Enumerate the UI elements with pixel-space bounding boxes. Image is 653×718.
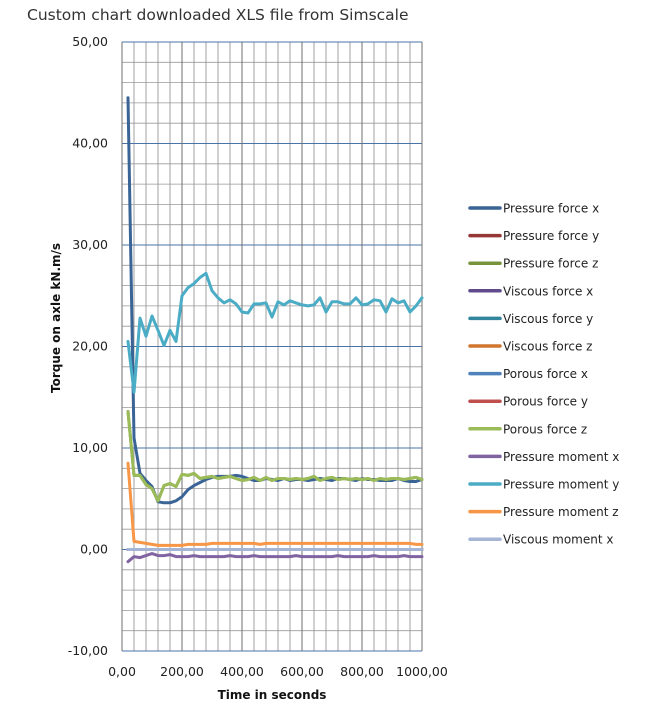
legend-label: Pressure force y bbox=[503, 229, 599, 243]
series-line-pressure-moment-z bbox=[126, 461, 424, 547]
y-tick-label: 30,00 bbox=[72, 237, 108, 252]
legend-item: Pressure moment x bbox=[468, 450, 619, 464]
legend-label: Pressure moment z bbox=[503, 505, 619, 519]
series-line-pressure-force-z bbox=[126, 410, 424, 503]
legend-label: Pressure moment x bbox=[503, 450, 619, 464]
y-tick-label: -10,00 bbox=[68, 643, 108, 658]
legend-label: Viscous force z bbox=[503, 340, 592, 354]
y-tick-label: 20,00 bbox=[72, 339, 108, 354]
legend-item: Pressure moment y bbox=[468, 478, 619, 492]
legend-label: Viscous moment x bbox=[503, 533, 613, 547]
x-tick-label: 200,00 bbox=[160, 664, 204, 679]
series-line-pressure-moment-y bbox=[126, 271, 424, 394]
legend-label: Viscous force x bbox=[503, 284, 593, 298]
x-tick-label: 800,00 bbox=[340, 664, 384, 679]
legend-label: Pressure moment y bbox=[503, 478, 619, 492]
x-tick-label: 0,00 bbox=[108, 664, 136, 679]
legend-item: Pressure force y bbox=[468, 229, 599, 243]
legend-item: Porous force z bbox=[468, 422, 587, 436]
y-tick-label: 0,00 bbox=[80, 542, 108, 557]
legend-label: Porous force x bbox=[503, 367, 588, 381]
series-line-porous-force-z bbox=[126, 410, 424, 503]
x-axis-title: Time in seconds bbox=[218, 688, 327, 702]
chart-title: Custom chart downloaded XLS file from Si… bbox=[27, 6, 409, 24]
legend-item: Porous force y bbox=[468, 395, 588, 409]
legend-label: Pressure force x bbox=[503, 202, 599, 216]
legend-item: Pressure force z bbox=[468, 257, 598, 271]
x-tick-label: 400,00 bbox=[220, 664, 264, 679]
legend-item: Viscous force y bbox=[468, 312, 593, 326]
legend-item: Viscous force z bbox=[468, 340, 592, 354]
y-tick-label: 50,00 bbox=[72, 34, 108, 49]
legend-item: Porous force x bbox=[468, 367, 588, 381]
y-axis-title: Torque on axle kN.m/s bbox=[49, 243, 63, 393]
x-tick-label: 1000,00 bbox=[396, 664, 448, 679]
legend-item: Viscous force x bbox=[468, 284, 593, 298]
legend-item: Pressure force x bbox=[468, 202, 599, 216]
legend-item: Pressure moment z bbox=[468, 505, 619, 519]
x-tick-label: 600,00 bbox=[280, 664, 324, 679]
y-tick-label: 10,00 bbox=[72, 440, 108, 455]
legend-label: Pressure force z bbox=[503, 257, 598, 271]
y-tick-label: 40,00 bbox=[72, 136, 108, 151]
legend-label: Viscous force y bbox=[503, 312, 593, 326]
legend-item: Viscous moment x bbox=[468, 533, 613, 547]
legend-label: Porous force y bbox=[503, 395, 588, 409]
series-line-pressure-moment-x bbox=[126, 552, 424, 564]
legend-label: Porous force z bbox=[503, 422, 587, 436]
